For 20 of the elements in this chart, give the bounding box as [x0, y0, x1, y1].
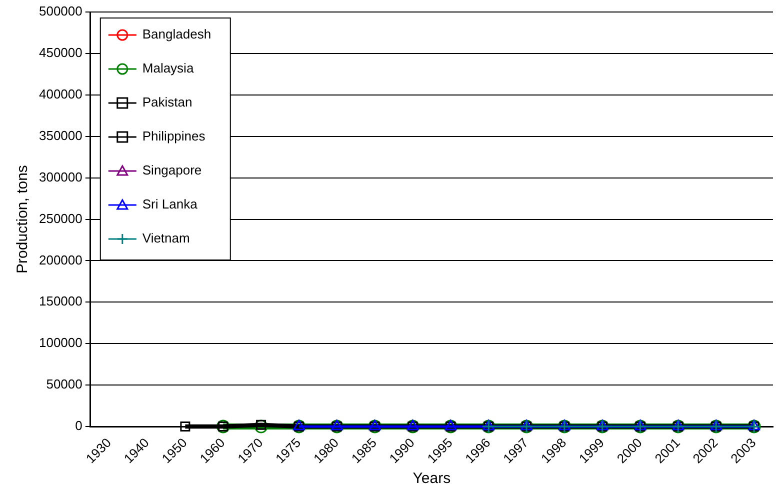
legend-label: Pakistan	[142, 94, 192, 110]
y-tick-label: 50000	[46, 376, 82, 392]
y-tick-label: 400000	[38, 86, 82, 102]
y-tick-label: 350000	[38, 128, 82, 143]
y-tick-label: 500000	[38, 4, 82, 19]
y-tick-label: 200000	[38, 252, 82, 268]
y-tick-label: 300000	[38, 169, 82, 184]
y-tick-label: 450000	[38, 45, 82, 60]
legend-label: Sri Lanka	[142, 196, 198, 212]
y-tick-label: 0	[75, 418, 82, 434]
legend-label: Philippines	[142, 128, 206, 144]
y-tick-label: 100000	[38, 335, 82, 350]
y-axis-title: Production, tons	[14, 165, 32, 274]
legend-label: Malaysia	[142, 60, 194, 76]
y-tick-label: 250000	[38, 210, 82, 226]
y-tick-label: 150000	[38, 294, 82, 309]
legend-label: Singapore	[142, 162, 202, 178]
legend-label: Bangladesh	[142, 26, 212, 42]
x-axis-title: Years	[412, 470, 451, 488]
legend-label: Vietnam	[142, 230, 190, 246]
